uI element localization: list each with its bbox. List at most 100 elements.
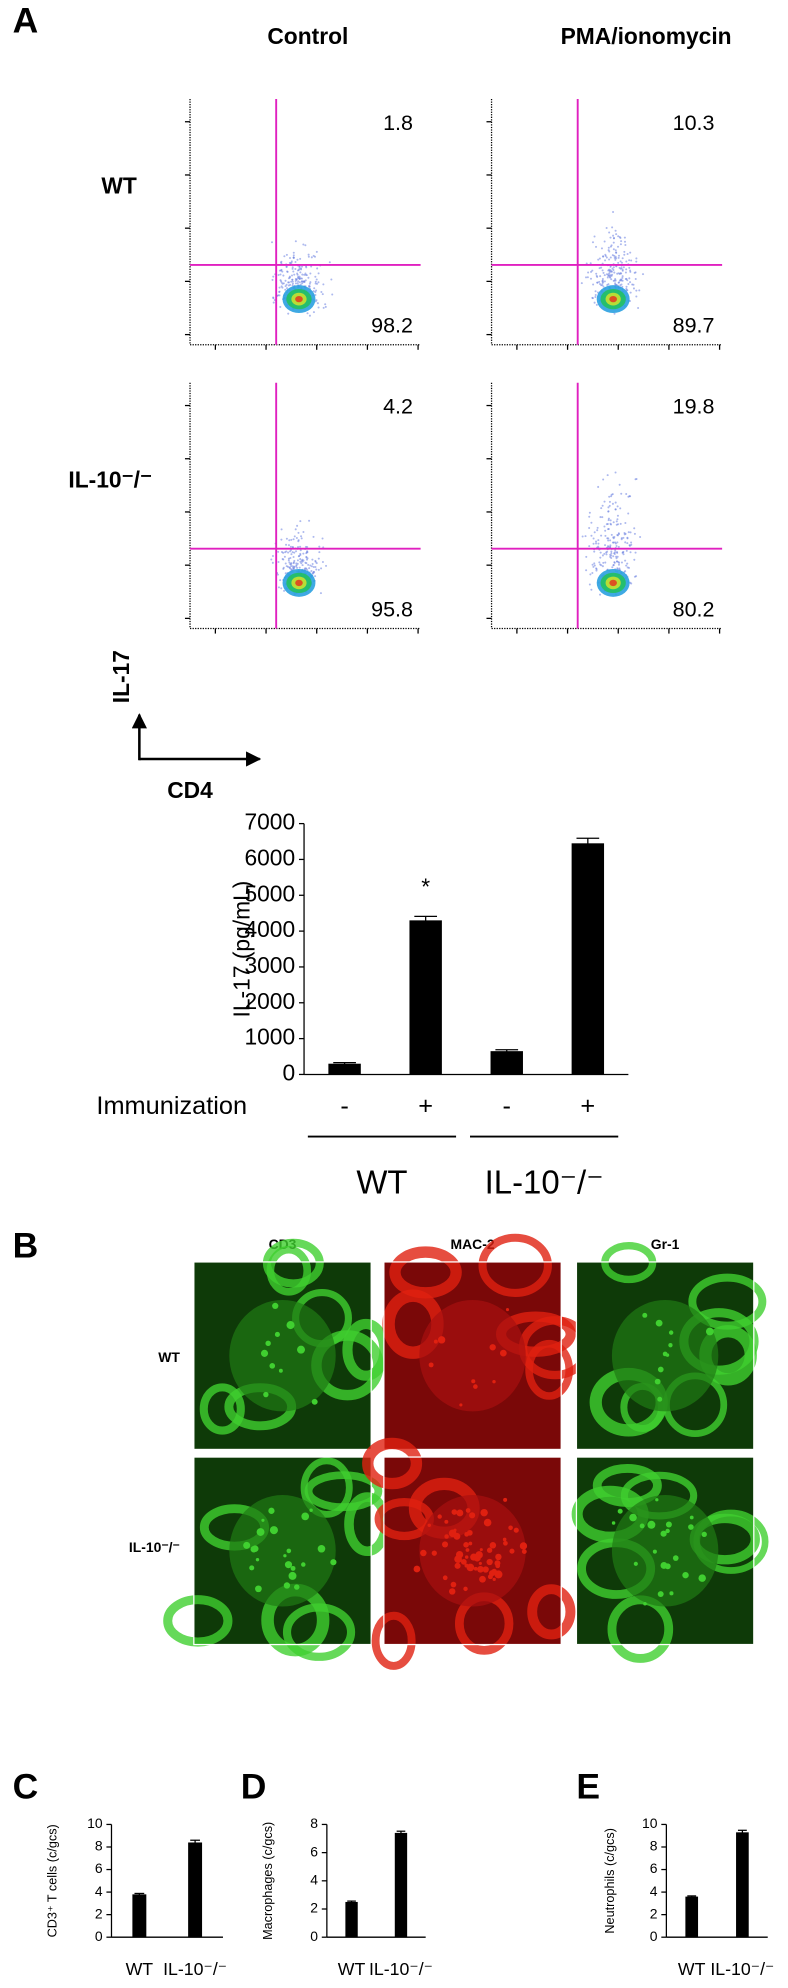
y-tick-label: 3000 [244,952,295,978]
density-dot [593,531,596,534]
y-tick-label: 2 [310,1900,318,1916]
density-dot [612,541,615,544]
density-dot [617,245,620,248]
density-dot [614,501,617,504]
quadrant-value: 95.8 [371,597,413,621]
density-dot [310,265,313,268]
cell-spot [255,1585,262,1593]
cell-spot [274,1331,280,1337]
density-dot [595,569,598,572]
density-dot [612,248,615,251]
density-dot [292,251,295,254]
density-dot [290,274,294,277]
density-dot [630,259,633,262]
density-dot [290,564,293,567]
density-dot [591,296,594,299]
density-dot [324,305,327,308]
cell-spot [499,1349,507,1357]
cell-spot [269,1363,276,1369]
cell-spot [451,1509,458,1515]
density-dot [626,542,629,545]
cell-spot [290,1565,296,1571]
density-dot [293,551,296,554]
density-dot [297,280,300,283]
density-dot [629,251,632,254]
density-dot [628,266,631,269]
density-dot [294,282,297,285]
density-dot [280,587,283,590]
density-dot [623,250,626,253]
cell-spot [459,1403,463,1407]
density-dot [585,569,588,572]
density-dot [284,288,287,291]
density-dot [612,564,615,567]
density-dot [602,561,605,564]
density-dot [285,283,288,286]
cell-spot [682,1571,689,1579]
micrograph [571,1456,769,1663]
density-dot [608,258,611,261]
density-dot [580,282,583,285]
density-dot [634,277,637,280]
density-dot [616,518,619,521]
density-dot [607,510,610,513]
density-dot [284,562,287,565]
density-dot [325,564,328,567]
cell-spot [665,1521,672,1528]
density-dot [617,235,620,238]
cell-spot [265,1340,271,1347]
x-tick-label: + [580,1092,595,1120]
density-dot [291,551,294,554]
density-dot [587,271,590,274]
error-bar [414,915,438,925]
density-dot [613,271,616,274]
cell-spot [456,1509,464,1517]
cell-spot [288,1571,297,1580]
bar [736,1832,749,1938]
cell-spot [479,1548,483,1552]
image-frame [575,1261,755,1451]
density-dot [306,545,309,548]
image-frame [575,1456,755,1646]
density-dot [623,531,626,534]
density-dot [279,273,282,276]
cell-spot [249,1565,255,1571]
density-dot [591,241,595,244]
density-dot [623,240,627,243]
density-dot [615,233,618,236]
bar [345,1901,358,1938]
density-dot [286,270,289,273]
density-dot [614,229,617,232]
cell-spot [466,1563,475,1572]
density-dot [620,561,623,564]
density-dot [593,564,596,567]
quadrant-value: 89.7 [673,314,715,338]
density-dot [605,227,608,230]
density-dot [615,557,618,560]
density-dot [606,550,609,553]
cell-spot [250,1546,257,1553]
y-tick-label: 6000 [244,844,295,870]
density-dot [598,282,602,286]
density-dot [616,514,619,517]
density-dot [615,251,618,254]
density-dot [299,545,302,548]
density-dot [614,551,617,554]
column-label: Gr-1 [651,1236,680,1252]
density-dot [590,534,593,537]
density-dot [604,259,607,262]
column-label: PMA/ionomycin [561,23,732,49]
density-dot [626,566,629,569]
density-dot [313,255,317,258]
density-dot [302,243,305,246]
cell-spot [260,1349,269,1357]
density-dot [629,531,632,534]
density-dot [277,273,280,276]
density-dot [620,261,623,264]
density-dot [604,529,607,532]
density-dot [620,537,623,540]
density-dot [614,283,617,286]
density-dot [628,259,631,262]
panel-letter: E [576,1766,600,1806]
x-tick-label: IL-10⁻/⁻ [369,1959,433,1979]
